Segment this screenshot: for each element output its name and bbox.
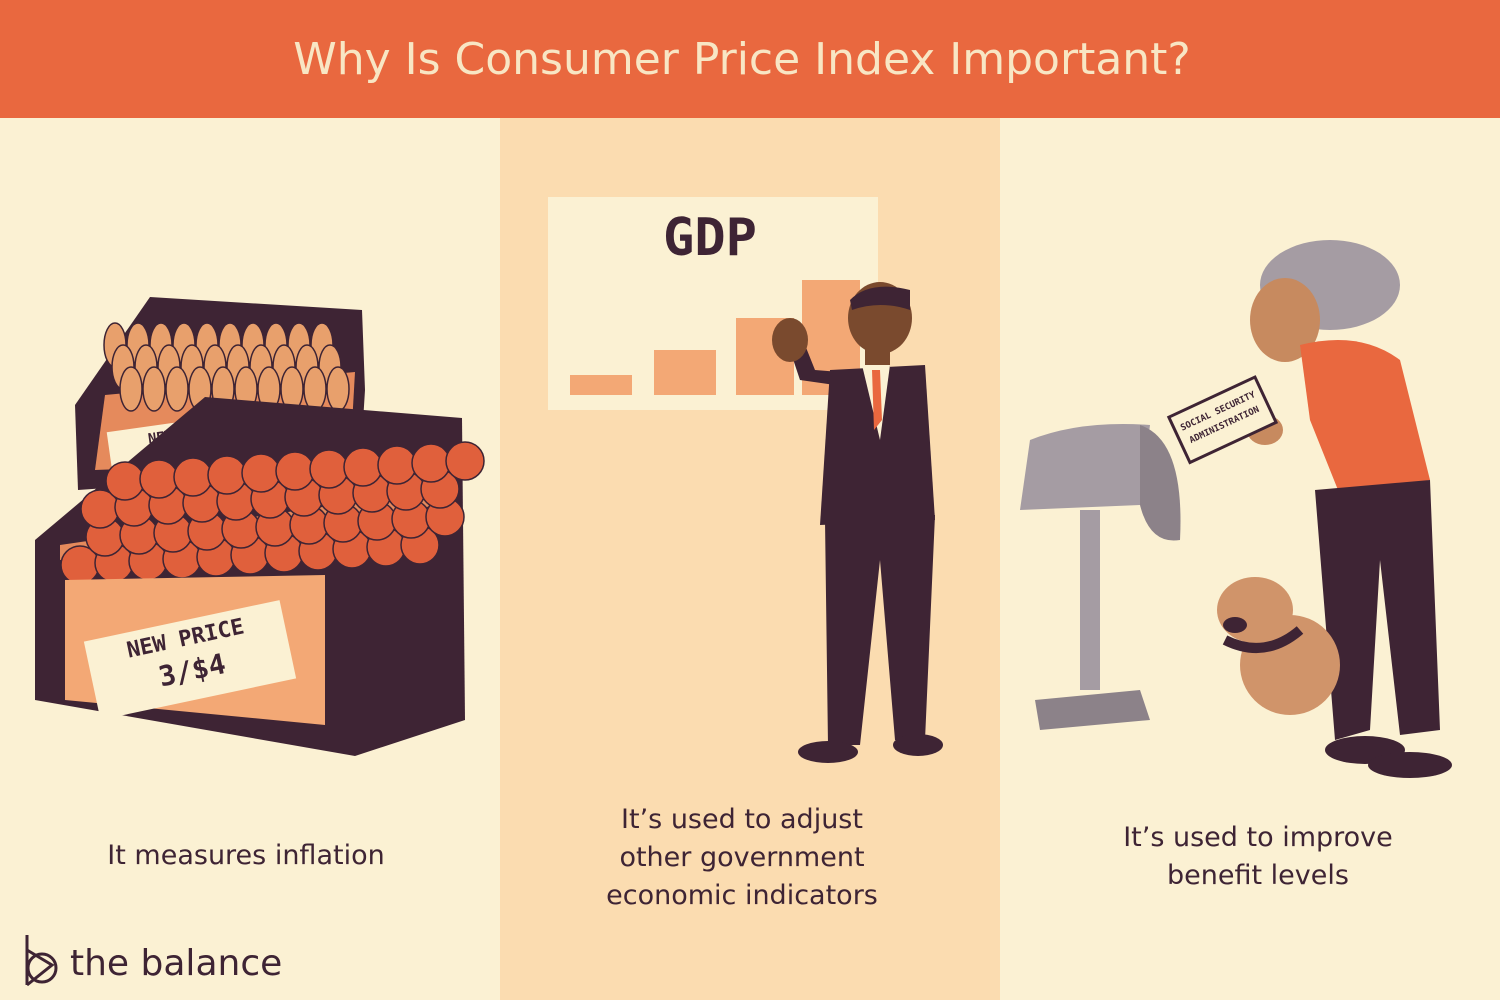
front-fruit: [60, 441, 485, 585]
orange: [105, 461, 145, 501]
orange: [173, 457, 213, 497]
bread-roll: [303, 366, 327, 412]
mailbox-door: [1140, 425, 1181, 541]
mailbox: [1020, 424, 1181, 730]
jacket: [820, 365, 935, 525]
hair: [850, 286, 910, 310]
bread-roll: [142, 366, 166, 412]
dog-nose: [1223, 617, 1247, 633]
mailbox-post: [1080, 510, 1100, 690]
man: [772, 282, 943, 763]
orange: [309, 449, 349, 489]
caption: It’s used to improve: [1123, 822, 1393, 853]
trousers: [825, 515, 935, 745]
board-bar: [654, 350, 716, 395]
bread-roll: [326, 366, 350, 412]
trousers: [1315, 480, 1440, 740]
shoe: [798, 741, 858, 763]
orange: [411, 443, 451, 483]
board-bar: [570, 375, 632, 395]
mailbox-body: [1020, 424, 1150, 510]
logo-mark: [26, 952, 58, 984]
title: Why Is Consumer Price Index Important?: [293, 34, 1191, 85]
hand: [772, 318, 808, 362]
caption: It’s used to adjust: [621, 804, 863, 835]
bread-roll: [165, 366, 189, 412]
shoe: [893, 734, 943, 756]
front-price-sign: [83, 600, 297, 720]
caption: It measures inflation: [107, 840, 384, 871]
board-title: GDP: [663, 208, 757, 268]
orange: [343, 447, 383, 487]
caption: economic indicators: [606, 880, 878, 911]
orange: [445, 441, 485, 481]
dog-head: [1217, 577, 1293, 643]
caption: benefit levels: [1167, 860, 1349, 891]
orange: [241, 453, 281, 493]
logo-text: the balance: [70, 943, 282, 984]
orange: [377, 445, 417, 485]
ssa-card: [1166, 375, 1279, 465]
dog-collar: [1222, 626, 1304, 653]
orange: [275, 451, 315, 491]
woman: SOCIAL SECURITY ADMINISTRATION: [1166, 240, 1452, 778]
orange: [207, 455, 247, 495]
bread-roll: [119, 366, 143, 412]
tie: [872, 370, 882, 430]
shirt: [1300, 340, 1430, 495]
slipper: [1368, 752, 1452, 778]
fruit-crates: NEW PRI 2/$ NEW PRICE 3/$4: [35, 297, 485, 756]
logo: the balance: [25, 935, 282, 987]
caption: other government: [619, 842, 864, 873]
mailbox-base: [1035, 690, 1150, 730]
dog: [1217, 577, 1340, 715]
orange: [139, 459, 179, 499]
back-fruit: [103, 322, 350, 412]
face: [1250, 278, 1320, 362]
header-band: [0, 0, 1500, 118]
